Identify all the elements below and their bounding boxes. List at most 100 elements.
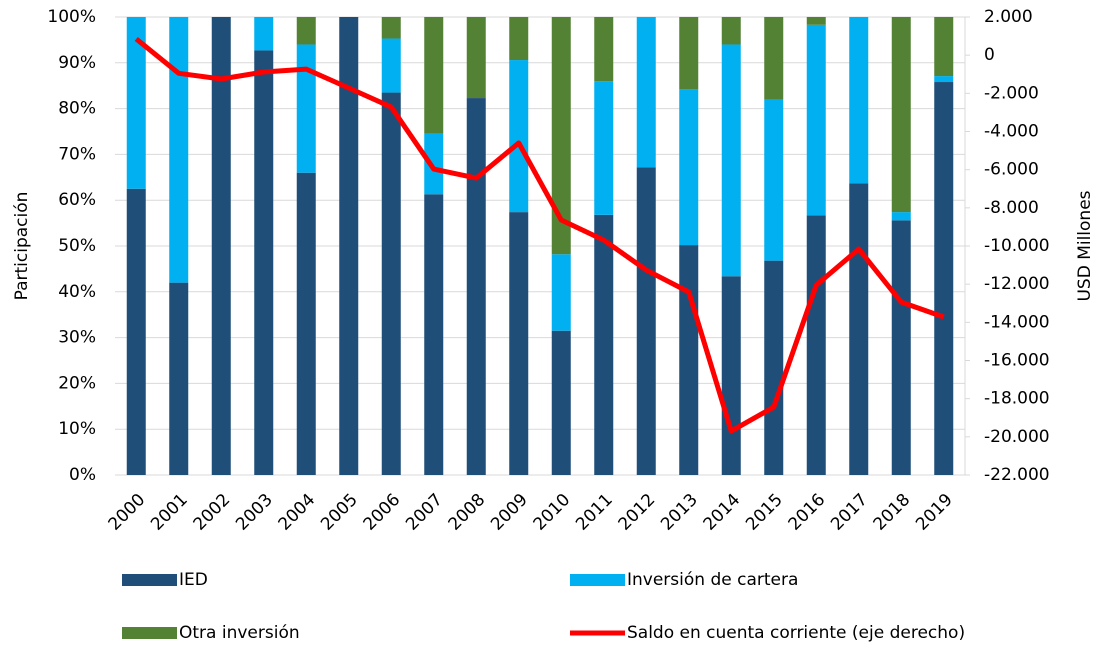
bar-segment <box>424 133 444 195</box>
x-tick-label: 2017 <box>827 490 872 535</box>
y-tick-label: 20% <box>58 373 96 393</box>
bar-segment <box>509 60 529 213</box>
bar-segment <box>509 212 529 475</box>
x-tick-label: 2000 <box>105 490 150 535</box>
legend-label: IED <box>179 570 208 590</box>
line-series <box>134 37 945 434</box>
bar-segment <box>934 82 954 475</box>
bar-segment <box>679 17 699 90</box>
y2-tick-label: -22.000 <box>984 465 1050 485</box>
x-tick-label: 2013 <box>657 490 702 535</box>
bar-segment <box>551 330 571 475</box>
bar-segment <box>764 260 784 475</box>
x-tick-label: 2002 <box>190 490 235 535</box>
x-tick-label: 2010 <box>530 490 575 535</box>
y2-tick-label: -4.000 <box>984 122 1039 142</box>
bar-segment <box>891 212 911 221</box>
bar-segment <box>891 17 911 213</box>
bar-segment <box>296 44 316 173</box>
y-axis-title: Participación <box>12 192 32 301</box>
y-tick-label: 10% <box>58 419 96 439</box>
bar-segment <box>594 81 614 215</box>
bar-segment <box>296 17 316 45</box>
bar-segment <box>381 92 401 475</box>
x-tick-label: 2003 <box>232 490 277 535</box>
x-tick-label: 2009 <box>487 490 532 535</box>
y2-tick-label: 2.000 <box>984 7 1033 27</box>
x-tick-label: 2007 <box>402 490 447 535</box>
y2-tick-label: -14.000 <box>984 312 1050 332</box>
y-tick-label: 60% <box>58 190 96 210</box>
bar-segment <box>254 50 274 476</box>
bar-segment <box>636 167 656 475</box>
y-tick-label: 0% <box>69 465 96 485</box>
bar-segment <box>424 194 444 475</box>
y-tick-label: 70% <box>58 144 96 164</box>
bar-segment <box>339 17 359 475</box>
y2-tick-label: -10.000 <box>984 236 1050 256</box>
bar-segment <box>764 99 784 261</box>
x-tick-label: 2005 <box>317 490 362 535</box>
bar-segment <box>381 17 401 39</box>
bar-segment <box>679 245 699 475</box>
bar-segment <box>126 17 146 189</box>
bar-segment <box>551 254 571 331</box>
y-tick-label: 50% <box>58 236 96 256</box>
bar-segment <box>254 17 274 51</box>
bar-segment <box>551 17 571 255</box>
bar-segment <box>849 17 869 184</box>
bar-segment <box>169 282 189 475</box>
y-tick-label: 80% <box>58 99 96 119</box>
x-tick-label: 2016 <box>785 490 830 535</box>
y2-tick-label: -18.000 <box>984 389 1050 409</box>
bar-segment <box>806 17 826 25</box>
bar-segment <box>424 17 444 134</box>
y2-tick-label: 0 <box>984 45 995 65</box>
bar-segment <box>296 172 316 475</box>
y2-tick-label: -8.000 <box>984 198 1039 218</box>
legend-swatch <box>122 574 177 586</box>
legend-swatch <box>570 574 625 586</box>
y-tick-label: 100% <box>47 7 96 27</box>
bar-segment <box>849 183 869 475</box>
bar-segment <box>721 44 741 277</box>
bar-segment <box>721 276 741 475</box>
bar-segment <box>764 17 784 100</box>
y2-tick-label: -20.000 <box>984 427 1050 447</box>
bar-segment <box>509 17 529 61</box>
bar-segment <box>891 220 911 475</box>
legend-swatch <box>122 627 177 639</box>
x-tick-label: 2014 <box>700 490 745 535</box>
x-tick-label: 2011 <box>572 490 617 535</box>
bar-segment <box>381 38 401 93</box>
bar-segment <box>466 17 486 99</box>
y-tick-label: 40% <box>58 282 96 302</box>
x-tick-label: 2015 <box>742 490 787 535</box>
x-tick-label: 2006 <box>360 490 405 535</box>
bar-segment <box>594 17 614 82</box>
legend-label: Otra inversión <box>179 623 300 643</box>
x-tick-label: 2018 <box>870 490 915 535</box>
bar-segment <box>934 17 954 77</box>
bar-segment <box>721 17 741 45</box>
y2-tick-label: -2.000 <box>984 83 1039 103</box>
bar-segment <box>636 17 656 168</box>
legend-label: Saldo en cuenta corriente (eje derecho) <box>627 623 965 643</box>
bar-segment <box>679 89 699 246</box>
bar-segment <box>934 76 954 83</box>
x-tick-label: 2008 <box>445 490 490 535</box>
y2-tick-label: -6.000 <box>984 160 1039 180</box>
x-tick-label: 2012 <box>615 490 660 535</box>
y2-tick-label: -16.000 <box>984 351 1050 371</box>
y-tick-label: 30% <box>58 328 96 348</box>
y-tick-label: 90% <box>58 53 96 73</box>
x-tick-label: 2001 <box>147 490 192 535</box>
y2-axis-title: USD Millones <box>1075 190 1095 301</box>
x-tick-label: 2004 <box>275 490 320 535</box>
bar-segment <box>169 17 189 283</box>
y2-tick-label: -12.000 <box>984 274 1050 294</box>
legend-label: Inversión de cartera <box>627 570 798 590</box>
bar-segment <box>594 214 614 475</box>
bar-segment <box>806 24 826 216</box>
